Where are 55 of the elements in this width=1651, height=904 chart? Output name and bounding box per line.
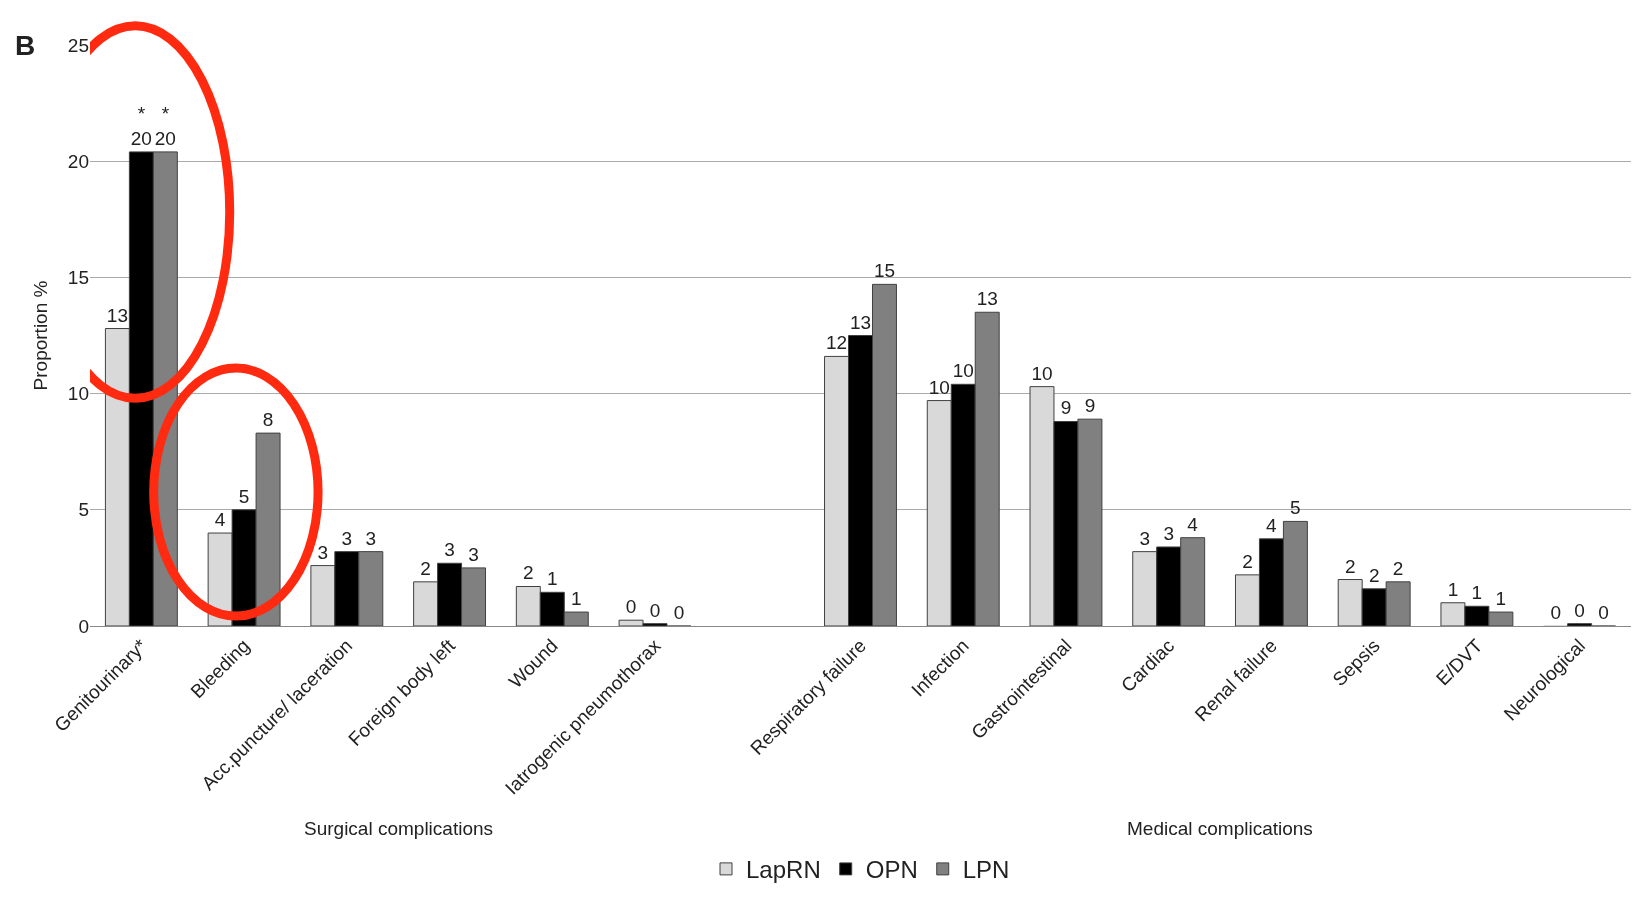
data-label: 15 xyxy=(873,260,896,282)
data-label: 13 xyxy=(976,288,998,310)
data-label: 4 xyxy=(214,509,226,531)
data-label: 13 xyxy=(849,311,872,333)
data-label: * 20 xyxy=(154,103,176,149)
data-label: 2 xyxy=(1242,550,1253,572)
data-label: 2 xyxy=(523,562,534,584)
data-label: 0 xyxy=(625,596,637,618)
data-label: 12 xyxy=(825,332,848,354)
y-tick-label: 10 xyxy=(67,383,89,405)
data-label: 3 xyxy=(365,527,377,549)
legend-label: LPN xyxy=(962,856,1010,884)
data-label: 10 xyxy=(928,376,950,398)
data-label: 3 xyxy=(1163,522,1174,544)
y-tick-label: 0 xyxy=(78,615,89,637)
data-label: 0 xyxy=(1550,602,1561,623)
data-label: 3 xyxy=(317,541,329,563)
data-label: 3 xyxy=(341,527,353,549)
data-label: 2 xyxy=(1392,557,1404,579)
y-tick-label: 15 xyxy=(67,267,89,289)
data-label: 1 xyxy=(547,568,558,590)
data-label: 0 xyxy=(1574,599,1585,621)
data-label: 1 xyxy=(1471,582,1483,604)
y-tick-label: 25 xyxy=(67,34,89,56)
data-label: 9 xyxy=(1084,395,1096,417)
data-label: 10 xyxy=(1031,362,1053,384)
data-label: 5 xyxy=(1290,497,1301,519)
data-label: 0 xyxy=(673,602,685,623)
data-label: 10 xyxy=(952,360,974,382)
data-label: 5 xyxy=(238,485,250,507)
text: Medical complications xyxy=(1127,818,1313,839)
data-label: 9 xyxy=(1060,397,1072,419)
data-label: 4 xyxy=(1265,514,1277,536)
legend-label: LapRN xyxy=(746,856,821,884)
data-label: 3 xyxy=(444,539,455,561)
data-label: 13 xyxy=(106,304,128,326)
data-label: 1 xyxy=(570,588,582,610)
text: Surgical complications xyxy=(304,818,494,839)
data-label: 3 xyxy=(468,543,479,565)
y-tick-label: 5 xyxy=(78,499,89,521)
data-label: 0 xyxy=(1598,602,1609,623)
data-label: * 20 xyxy=(130,103,152,149)
legend-label: OPN xyxy=(865,856,918,884)
chart-title: B xyxy=(15,30,36,61)
data-label: 1 xyxy=(1495,588,1507,610)
y-axis-title: Proportion % xyxy=(29,280,51,391)
data-label: 3 xyxy=(1139,527,1151,549)
data-label: 1 xyxy=(1447,578,1459,600)
data-label: 8 xyxy=(262,409,274,431)
y-tick-label: 20 xyxy=(67,150,89,172)
data-label: 2 xyxy=(1344,555,1356,577)
data-label: 2 xyxy=(1368,564,1380,586)
data-label: 2 xyxy=(420,557,431,579)
data-label: 4 xyxy=(1187,513,1199,535)
data-label: 0 xyxy=(649,599,661,621)
